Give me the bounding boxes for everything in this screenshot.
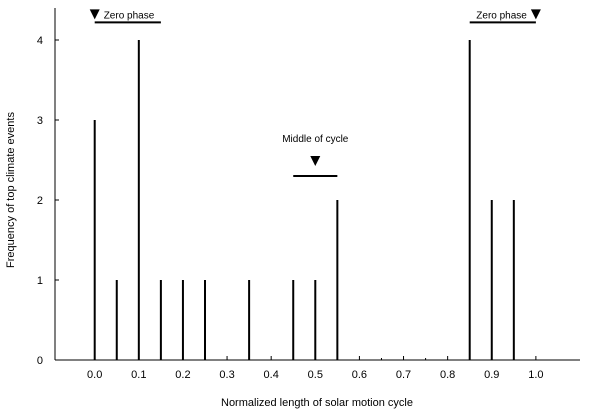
x-tick-label: 0.9 [484, 369, 499, 381]
down-triangle-marker [89, 9, 100, 20]
x-tick-label: 0.5 [308, 369, 323, 381]
bars [93, 40, 515, 360]
down-triangle-marker [310, 156, 321, 166]
annotations: Zero phase Middle of cycle Zero phase [89, 9, 541, 177]
x-tick-label: 0.8 [440, 369, 455, 381]
annotation: Zero phase [469, 9, 541, 24]
x-tick-label: 0.3 [219, 369, 234, 381]
x-tick-label: 0.7 [396, 369, 411, 381]
annotation-label: Zero phase [104, 10, 155, 21]
y-tick-label: 0 [37, 355, 43, 367]
y-tick-label: 2 [37, 195, 43, 207]
x-tick-label: 0.0 [87, 369, 102, 381]
y-tick-label: 1 [37, 275, 43, 287]
x-tick-label: 0.2 [175, 369, 190, 381]
y-tick-label: 4 [37, 35, 43, 47]
y-axis-label: Frequency of top climate events [5, 112, 17, 268]
x-tick-label: 0.4 [264, 369, 279, 381]
annotation-label: Middle of cycle [282, 134, 349, 145]
down-triangle-marker [530, 9, 541, 20]
axes: 0 1 2 3 4 0.0 0.1 0.2 0.3 0.4 0.5 0.6 0.7 0.8 0.9 1.0 [37, 8, 580, 381]
x-tick-label: 1.0 [528, 369, 543, 381]
x-axis-label: Normalized length of solar motion cycle [221, 397, 413, 409]
y-tick-label: 3 [37, 115, 43, 127]
annotation: Zero phase [89, 9, 161, 24]
annotation: Middle of cycle [282, 134, 349, 177]
x-tick-label: 0.1 [131, 369, 146, 381]
annotation-label: Zero phase [476, 10, 527, 21]
x-tick-label: 0.6 [352, 369, 367, 381]
